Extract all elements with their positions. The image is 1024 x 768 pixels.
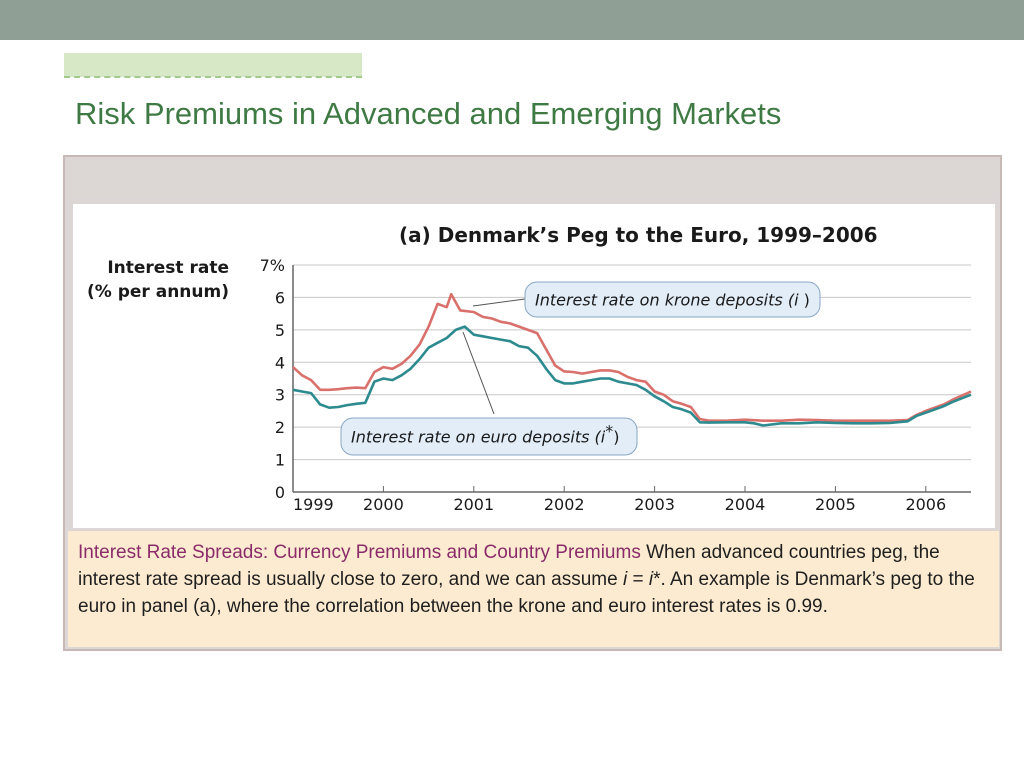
caption-text-1: When advanced countries peg, the interes…	[78, 542, 940, 590]
chart-title: (a) Denmark’s Peg to the Euro, 1999–2006	[399, 223, 878, 247]
x-tick-label: 2004	[725, 495, 766, 514]
x-tick-label: 2005	[815, 495, 856, 514]
y-tick-label: 2	[275, 418, 285, 437]
krone-callout-text: Interest rate on krone deposits (i )	[535, 291, 810, 310]
y-tick-label: 0	[275, 483, 285, 502]
y-tick-label: 3	[275, 386, 285, 405]
caption-math-i: i	[622, 569, 628, 590]
x-tick-label: 1999	[293, 495, 334, 514]
y-tick-label: 6	[275, 288, 285, 307]
x-tick-label: 2001	[453, 495, 494, 514]
y-tick-label: 4	[275, 353, 285, 372]
y-axis-label-line2: (% per annum)	[87, 282, 229, 302]
y-tick-label: 5	[275, 321, 285, 340]
top-banner	[0, 0, 1024, 40]
y-axis-label-line1: Interest rate	[107, 258, 229, 278]
euro-callout-box	[340, 417, 638, 456]
interest-rate-chart: (a) Denmark’s Peg to the Euro, 1999–2006…	[87, 223, 972, 514]
x-tick-label: 2006	[905, 495, 946, 514]
krone-callout-box	[524, 281, 821, 318]
euro-deposit-rate-line	[292, 325, 972, 427]
krone-callout-leader-line	[472, 298, 526, 307]
x-tick-label: 2003	[634, 495, 675, 514]
figure-panel: (a) Denmark’s Peg to the Euro, 1999–2006…	[63, 155, 1002, 651]
y-tick-label: 7%	[260, 256, 285, 275]
x-tick-label: 2000	[363, 495, 404, 514]
caption-math-istar: i	[648, 569, 654, 590]
panel-header-band	[67, 159, 998, 197]
accent-bar	[64, 53, 362, 77]
euro-callout-leader-line	[462, 331, 495, 415]
caption-heading: Interest Rate Spreads: Currency Premiums…	[78, 542, 641, 563]
chart-frame: (a) Denmark’s Peg to the Euro, 1999–2006…	[70, 201, 998, 531]
caption-star: *	[653, 569, 661, 590]
caption-text-2: . An example is Denmark’s peg to the eur…	[78, 569, 975, 617]
caption-equals: =	[627, 569, 649, 590]
slide-title: Risk Premiums in Advanced and Emerging M…	[75, 96, 782, 131]
figure-caption: Interest Rate Spreads: Currency Premiums…	[68, 531, 999, 647]
x-tick-label: 2002	[544, 495, 585, 514]
accent-dashed-line	[64, 76, 362, 78]
euro-callout-text: Interest rate on euro deposits (i*)	[351, 422, 620, 447]
y-tick-label: 1	[275, 451, 285, 470]
krone-deposit-rate-line	[292, 292, 972, 422]
